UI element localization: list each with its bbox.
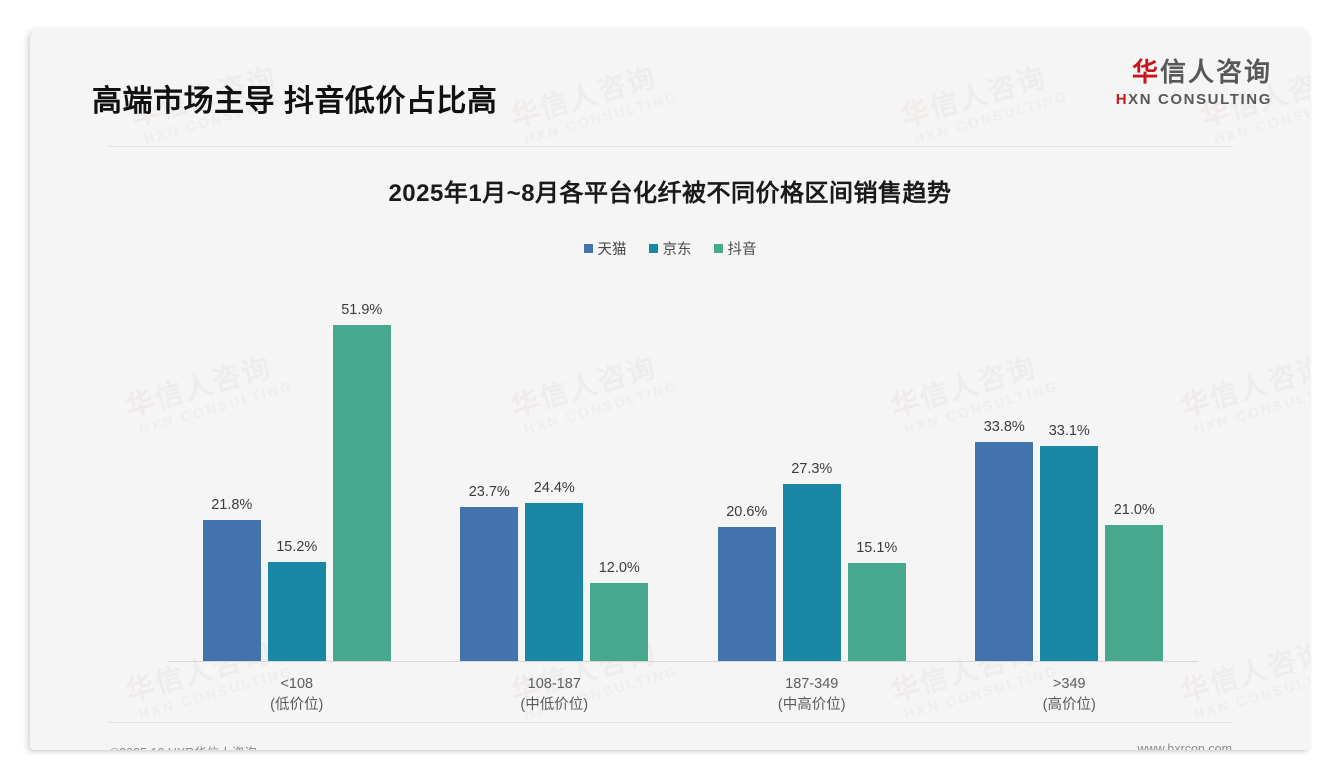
slide-footer: ©2025.10 HXR华信人咨询 www.hxrcon.com [30,728,1310,750]
bar-天猫[interactable]: 23.7% [460,285,519,661]
bar-rect[interactable] [590,583,649,661]
x-axis-line [168,661,1198,662]
bar-rect[interactable] [202,519,261,661]
category-label-tier: (高价位) [1042,697,1096,714]
bar-京东[interactable]: 24.4% [525,285,584,661]
bar-value-label: 33.1% [1048,423,1090,440]
footer-website[interactable]: www.hxrcon.com [1137,742,1232,750]
bar-value-label: 51.9% [341,301,383,318]
category-label: <108 (低价位) [197,674,397,716]
bar-rect[interactable] [717,527,776,661]
company-logo: 华信人咨询 HXN CONSULTING [1116,58,1272,108]
legend-label: 京东 [662,242,692,258]
bar-value-label: 24.4% [533,479,575,496]
bar-value-label: 21.0% [1113,501,1155,518]
logo-h-mark: H [1115,90,1129,108]
bar-value-label: 15.1% [856,540,898,557]
slide-canvas: 华信人咨询 HXN CONSULTING 华信人咨询 HXN CONSULTING 华信… [30,28,1310,750]
bar-value-label: 27.3% [791,461,833,478]
chart-plot: 21.8% 15.2% 51.9% <108 (低价位) 23.7% 24.4% 12.0% 1… [168,285,1198,713]
logo-red-character: 华 [1131,57,1160,87]
bar-group: 23.7% 24.4% 12.0% [454,285,654,661]
bar-value-label: 21.8% [211,496,253,513]
legend-swatch-icon [713,244,723,253]
chart-legend: 天猫 京东 抖音 [30,238,1310,259]
legend-swatch-icon [583,244,593,253]
category-label-range: >349 [1052,676,1086,692]
legend-label: 抖音 [727,242,757,258]
bar-抖音[interactable]: 15.1% [847,285,906,661]
bar-天猫[interactable]: 20.6% [717,285,776,661]
legend-item-天猫[interactable]: 天猫 [583,238,627,259]
bar-rect[interactable] [267,562,326,661]
category-label-tier: (中高价位) [777,697,846,714]
logo-english-rest: XN CONSULTING [1128,90,1272,108]
bar-value-label: 12.0% [598,560,640,577]
category-label-range: 108-187 [527,676,581,692]
bar-抖音[interactable]: 51.9% [332,285,391,661]
bar-value-label: 23.7% [468,484,510,501]
bar-rect[interactable] [1040,446,1099,661]
logo-english-text: HXN CONSULTING [1116,91,1272,108]
bar-rect[interactable] [847,563,906,661]
legend-swatch-icon [648,244,658,253]
chart-title: 2025年1月~8月各平台化纤被不同价格区间销售趋势 [388,180,952,207]
category-label-tier: (中低价位) [520,697,589,714]
bar-group: 33.8% 33.1% 21.0% [969,285,1169,661]
chart-area: 2025年1月~8月各平台化纤被不同价格区间销售趋势 天猫 京东 抖音 21.8% 1… [30,146,1310,713]
bar-rect[interactable] [975,441,1034,661]
category-label-range: 187-349 [785,676,839,692]
legend-item-抖音[interactable]: 抖音 [713,238,757,259]
category-label-tier: (低价位) [270,697,324,714]
logo-chinese-rest: 信人咨询 [1159,57,1272,87]
bar-天猫[interactable]: 21.8% [202,285,261,661]
legend-label: 天猫 [597,242,627,258]
bar-value-label: 33.8% [983,418,1025,435]
bar-rect[interactable] [525,502,584,661]
legend-item-京东[interactable]: 京东 [648,238,692,259]
category-label: >349 (高价位) [969,674,1169,716]
bar-rect[interactable] [782,484,841,661]
slide-header: 高端市场主导 抖音低价占比高 华信人咨询 HXN CONSULTING [30,28,1310,118]
bar-天猫[interactable]: 33.8% [975,285,1034,661]
bar-京东[interactable]: 15.2% [267,285,326,661]
footer-divider [108,722,1232,723]
bar-京东[interactable]: 33.1% [1040,285,1099,661]
bar-rect[interactable] [1105,524,1164,661]
bar-京东[interactable]: 27.3% [782,285,841,661]
bar-value-label: 15.2% [276,539,318,556]
page-title: 高端市场主导 抖音低价占比高 [92,85,498,118]
bar-抖音[interactable]: 21.0% [1105,285,1164,661]
footer-copyright: ©2025.10 HXR华信人咨询 [110,742,257,750]
bar-rect[interactable] [332,324,391,661]
category-label: 108-187 (中低价位) [454,674,654,716]
bar-value-label: 20.6% [726,504,768,521]
category-label: 187-349 (中高价位) [712,674,912,716]
logo-chinese-text: 华信人咨询 [1116,58,1272,87]
bar-抖音[interactable]: 12.0% [590,285,649,661]
bar-rect[interactable] [460,507,519,661]
header-divider [108,146,1232,147]
bar-group: 21.8% 15.2% 51.9% [197,285,397,661]
bar-group: 20.6% 27.3% 15.1% [712,285,912,661]
category-label-range: <108 [280,676,314,692]
